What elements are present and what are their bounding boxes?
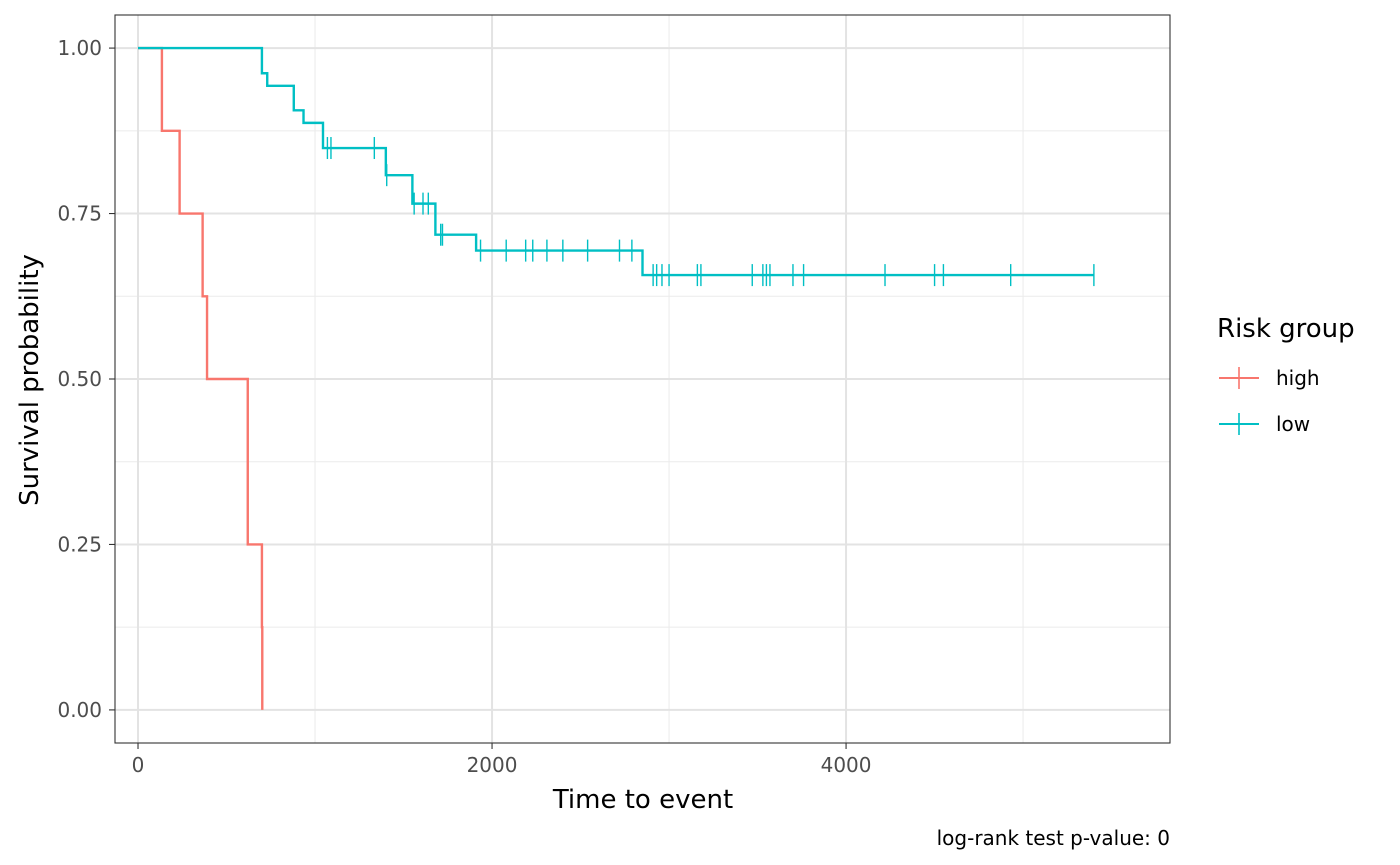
survival-curve-low <box>138 46 1094 277</box>
pvalue-caption: log-rank test p-value: 0 <box>937 826 1170 850</box>
legend: Risk group high low <box>1217 314 1355 436</box>
axes: 0 2000 4000 0.00 0.25 0.50 0.75 1.00 <box>57 36 871 777</box>
legend-label: low <box>1276 412 1310 436</box>
y-tick-label: 0.75 <box>57 202 102 226</box>
x-tick-label: 0 <box>132 753 145 777</box>
legend-item-high: high <box>1219 366 1320 390</box>
x-axis-title: Time to event <box>552 785 733 815</box>
legend-item-low: low <box>1219 412 1310 436</box>
survival-curve-high <box>138 46 264 710</box>
x-tick-label: 2000 <box>467 753 518 777</box>
y-tick-label: 0.00 <box>57 698 102 722</box>
y-axis-title: Survival probability <box>15 254 45 506</box>
legend-items: high low <box>1219 366 1320 436</box>
y-tick-label: 0.50 <box>57 367 102 391</box>
y-tick-label: 0.25 <box>57 532 102 556</box>
legend-title: Risk group <box>1217 314 1355 344</box>
legend-label: high <box>1276 366 1320 390</box>
x-tick-label: 4000 <box>821 753 872 777</box>
series-layer <box>138 46 1095 710</box>
grid-lines <box>115 15 1170 743</box>
y-tick-label: 1.00 <box>57 36 102 60</box>
